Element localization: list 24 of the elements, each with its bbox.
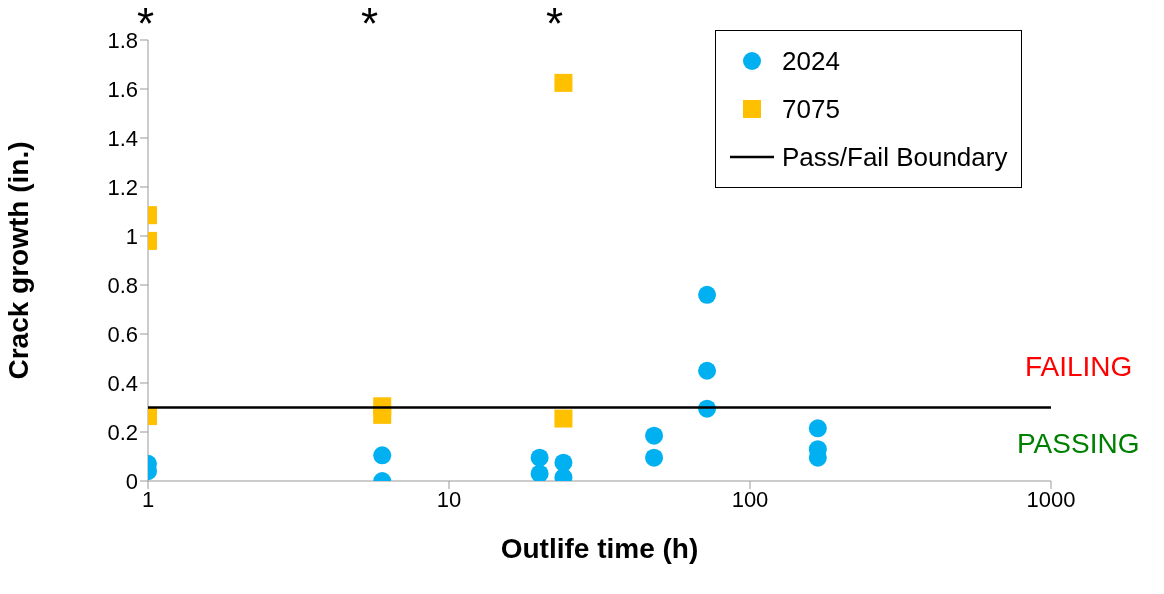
x-tick-label: 10 <box>436 486 462 512</box>
annotation: * <box>361 0 379 50</box>
y-tick-label: 0.6 <box>107 321 138 347</box>
y-tick-label: 0.2 <box>107 419 138 445</box>
y-tick-label: 1.8 <box>107 27 138 53</box>
legend-label: Pass/Fail Boundary <box>782 141 1008 173</box>
annotation: PASSING <box>1017 427 1140 461</box>
y-tick-label: 0.4 <box>107 370 138 396</box>
y-tick-label: 1.2 <box>107 174 138 200</box>
annotation: FAILING <box>1025 350 1133 384</box>
x-axis-title: Outlife time (h) <box>500 533 699 564</box>
y-axis-title: Crack growth (in.) <box>2 141 34 380</box>
x-tick-label: 100 <box>731 486 769 512</box>
y-tick-label: 1.4 <box>107 125 138 151</box>
y-tick-label: 1.6 <box>107 76 138 102</box>
x-tick-label: 1 <box>141 486 155 512</box>
legend-label: 7075 <box>782 93 840 125</box>
x-tick-label: 1000 <box>1026 486 1076 512</box>
y-tick-label: 0 <box>125 468 138 494</box>
y-tick-label: 0.8 <box>107 272 138 298</box>
annotation: * <box>137 0 155 50</box>
annotation: * <box>546 0 564 50</box>
legend-label: 2024 <box>782 45 840 77</box>
y-tick-label: 1 <box>125 223 138 249</box>
